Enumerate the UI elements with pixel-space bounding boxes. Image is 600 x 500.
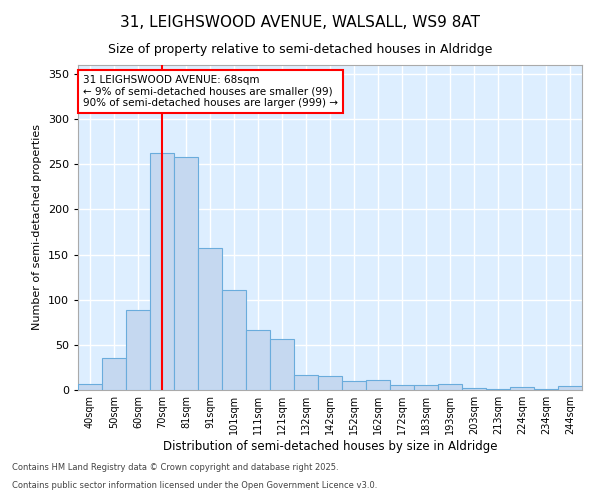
Bar	[126, 310, 150, 390]
Bar	[462, 388, 486, 390]
Bar	[222, 290, 246, 390]
Bar	[390, 386, 414, 390]
Bar	[366, 380, 390, 390]
Text: Contains HM Land Registry data © Crown copyright and database right 2025.: Contains HM Land Registry data © Crown c…	[12, 464, 338, 472]
Bar	[342, 381, 366, 390]
Bar	[150, 154, 174, 390]
Bar	[294, 374, 318, 390]
Y-axis label: Number of semi-detached properties: Number of semi-detached properties	[32, 124, 42, 330]
X-axis label: Distribution of semi-detached houses by size in Aldridge: Distribution of semi-detached houses by …	[163, 440, 497, 453]
Text: 31 LEIGHSWOOD AVENUE: 68sqm
← 9% of semi-detached houses are smaller (99)
90% of: 31 LEIGHSWOOD AVENUE: 68sqm ← 9% of semi…	[83, 74, 338, 108]
Bar	[102, 358, 126, 390]
Bar	[78, 384, 102, 390]
Bar	[198, 248, 222, 390]
Text: Contains public sector information licensed under the Open Government Licence v3: Contains public sector information licen…	[12, 481, 377, 490]
Bar	[486, 389, 510, 390]
Bar	[246, 330, 270, 390]
Text: 31, LEIGHSWOOD AVENUE, WALSALL, WS9 8AT: 31, LEIGHSWOOD AVENUE, WALSALL, WS9 8AT	[120, 15, 480, 30]
Text: Size of property relative to semi-detached houses in Aldridge: Size of property relative to semi-detach…	[108, 42, 492, 56]
Bar	[510, 388, 534, 390]
Bar	[534, 389, 558, 390]
Bar	[558, 386, 582, 390]
Bar	[318, 376, 342, 390]
Bar	[414, 386, 438, 390]
Bar	[174, 157, 198, 390]
Bar	[270, 338, 294, 390]
Bar	[438, 384, 462, 390]
